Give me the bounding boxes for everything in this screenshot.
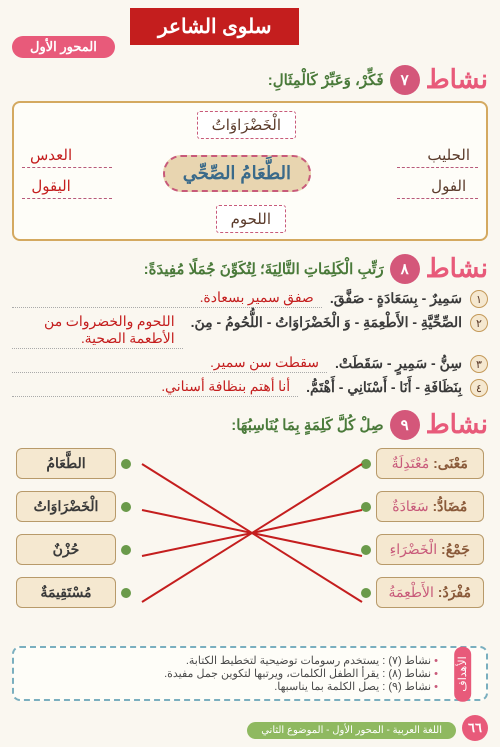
- objectives-list: نشاط (٧) : يستخدم رسومات توضيحية لتخطيط …: [22, 654, 478, 693]
- diagram-center: الطَّعَامُ الصِّحِّي: [163, 155, 311, 192]
- activity-prompt: صِلْ كُلَّ كَلِمَةٍ بِمَا يُنَاسِبُهَا:: [231, 416, 383, 434]
- activity-title: نشاط: [426, 253, 488, 284]
- activity-title: نشاط: [426, 409, 488, 440]
- objective-item: نشاط (٨) : يقرأ الطفل الكلمات، ويرتبها ل…: [22, 667, 438, 680]
- diagram-left: العدس اليقول: [22, 143, 112, 205]
- activity-prompt: فَكِّرْ، وَعَبِّرْ كَالْمِثَالِ:: [268, 71, 384, 89]
- objectives-label: الأهداف: [454, 646, 471, 701]
- sent-num: ٣: [470, 355, 488, 373]
- diagram-left-item: العدس: [22, 143, 112, 168]
- objective-item: نشاط (٩) : يصل الكلمة بما يناسبها.: [22, 680, 438, 693]
- axis-tab: المحور الأول: [12, 36, 115, 58]
- sent-answer: صفق سمير بسعادة.: [12, 290, 322, 308]
- sent-answer: سقطت سن سمير.: [12, 355, 327, 373]
- diagram-bottom: اللحوم: [216, 205, 286, 233]
- sentence-row: ٤ بِنَظَافَةِ - أَنَا - أَسْنَانِي - أَه…: [12, 379, 488, 397]
- bottom-tab: اللغة العربية - المحور الأول - الموضوع ا…: [247, 722, 456, 739]
- activity-9-header: نشاط ٩ صِلْ كُلَّ كَلِمَةٍ بِمَا يُنَاسِ…: [12, 409, 488, 440]
- diagram-top: الْخَضْرَاوَاتُ: [197, 111, 296, 139]
- sentence-list: ١ سَمِيرٌ - بِسَعَادَةٍ - صَفَّقَ. صفق س…: [12, 290, 488, 397]
- activity-number: ٨: [390, 254, 420, 284]
- sentence-row: ٣ سِنُّ - سَمِيرٍ - سَقَطَتْ. سقطت سن سم…: [12, 355, 488, 373]
- sent-num: ١: [470, 290, 488, 308]
- concept-diagram: الْخَضْرَاوَاتُ الطَّعَامُ الصِّحِّي الل…: [12, 101, 488, 241]
- objective-item: نشاط (٧) : يستخدم رسومات توضيحية لتخطيط …: [22, 654, 438, 667]
- sent-answer: أنا أهتم بنظافة أسناني.: [12, 379, 298, 397]
- page-number: ٦٦: [462, 715, 488, 741]
- author-banner: سلوى الشاعر: [130, 8, 299, 45]
- activity-title: نشاط: [426, 64, 488, 95]
- diagram-right-item: الحليب: [397, 143, 478, 168]
- activity-number: ٧: [390, 65, 420, 95]
- sent-words: الصِّحِّيَّةِ - الأَطْعِمَةِ - وَ الْخَض…: [191, 314, 462, 331]
- sent-words: سِنُّ - سَمِيرٍ - سَقَطَتْ.: [335, 355, 462, 372]
- diagram-right-item: الفول: [397, 174, 478, 199]
- sent-num: ٢: [470, 314, 488, 332]
- sentence-row: ١ سَمِيرٌ - بِسَعَادَةٍ - صَفَّقَ. صفق س…: [12, 290, 488, 308]
- diagram-right: الحليب الفول: [397, 143, 478, 205]
- sent-words: سَمِيرٌ - بِسَعَادَةٍ - صَفَّقَ.: [330, 290, 462, 307]
- matching-lines: [12, 448, 488, 638]
- diagram-left-item: اليقول: [22, 174, 112, 199]
- sentence-row: ٢ الصِّحِّيَّةِ - الأَطْعِمَةِ - وَ الْخ…: [12, 314, 488, 349]
- sent-words: بِنَظَافَةِ - أَنَا - أَسْنَانِي - أَهْت…: [306, 379, 462, 396]
- activity-7-header: نشاط ٧ فَكِّرْ، وَعَبِّرْ كَالْمِثَالِ:: [12, 64, 488, 95]
- sent-answer: اللحوم والخضروات من الأطعمة الصحية.: [12, 314, 183, 349]
- objectives-box: الأهداف نشاط (٧) : يستخدم رسومات توضيحية…: [12, 646, 488, 701]
- matching-area: مَعْنَى: مُعْتَدِلَةٌمُضَادُّ: سَعَادَةٌ…: [12, 448, 488, 638]
- activity-prompt: رَتِّبِ الْكَلِمَاتِ التَّالِيَةَ؛ لِتُك…: [144, 260, 384, 278]
- sent-num: ٤: [470, 379, 488, 397]
- activity-number: ٩: [390, 410, 420, 440]
- activity-8-header: نشاط ٨ رَتِّبِ الْكَلِمَاتِ التَّالِيَةَ…: [12, 253, 488, 284]
